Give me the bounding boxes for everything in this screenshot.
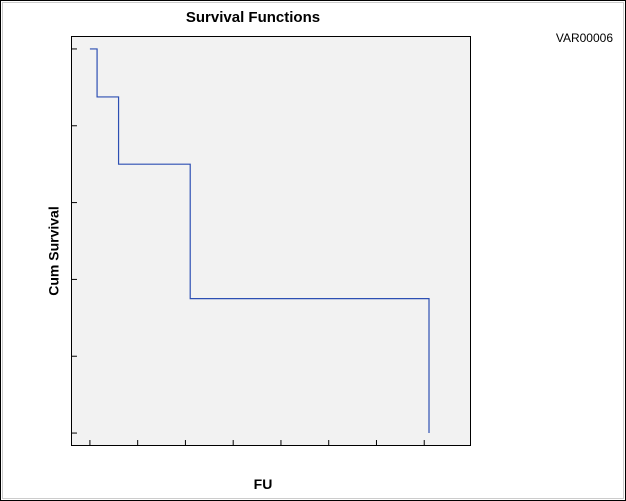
legend-title: VAR00006 (556, 31, 613, 45)
plot-area (71, 36, 471, 446)
survival-chart: Survival Functions Cum Survival FU VAR00… (0, 0, 626, 501)
plot-svg (72, 37, 470, 445)
y-axis-label: Cum Survival (46, 206, 62, 295)
chart-title: Survival Functions (1, 9, 505, 26)
legend: VAR00006 (556, 31, 613, 49)
series-line (90, 49, 429, 433)
x-axis-label: FU (61, 476, 465, 492)
